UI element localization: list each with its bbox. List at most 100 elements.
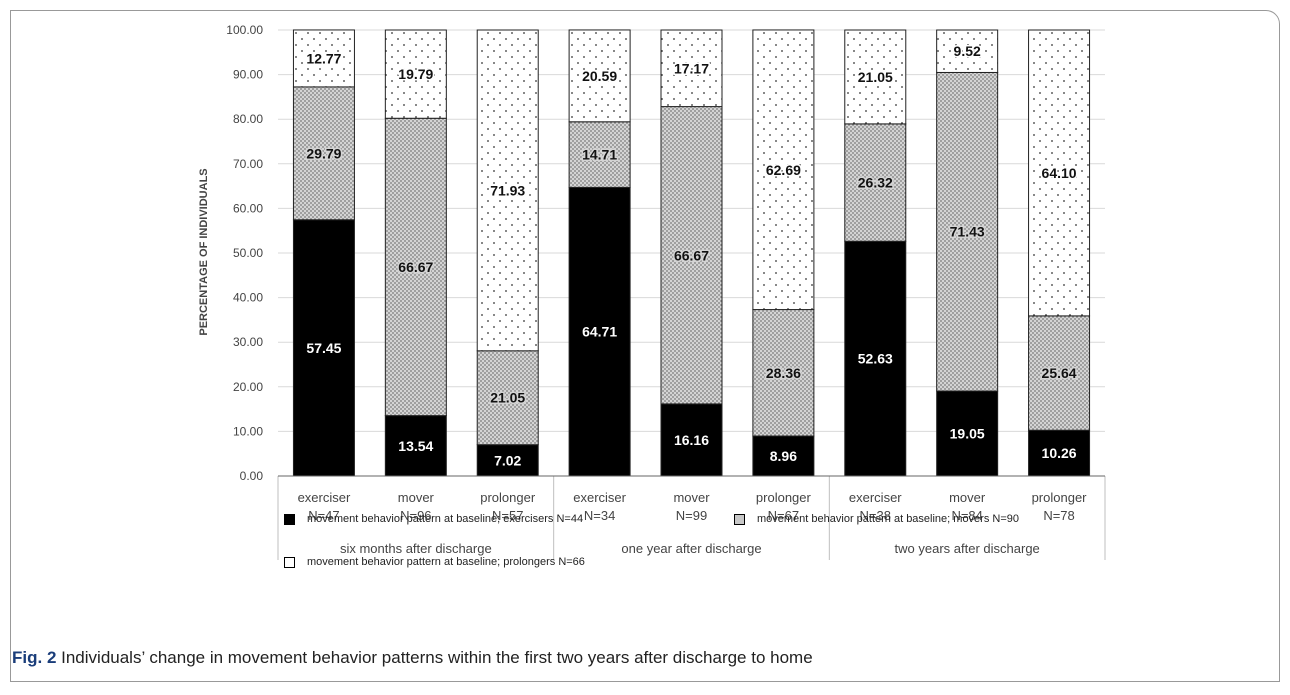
figure-frame [10, 10, 1280, 682]
bar-segment [1028, 429, 1091, 477]
bars: 57.45 29.79 12.77 13.54 66.67 19.79 7.02 21.05 7… [292, 29, 1091, 477]
bar-segment [476, 29, 539, 352]
bar-segment [844, 240, 907, 477]
bar-segment [476, 444, 539, 477]
data-label: 71.43 [950, 224, 985, 240]
figure-caption: Fig. 2 Individuals’ change in movement b… [12, 648, 813, 668]
x-category-n: N=84 [951, 508, 982, 523]
data-label: 14.71 [582, 147, 617, 163]
bar-segment [660, 29, 723, 108]
legend-label: movement behavior pattern at baseline; m… [757, 513, 1020, 525]
data-label: 13.54 [398, 438, 433, 454]
bar-segment [476, 350, 539, 446]
bar-segment [292, 219, 355, 477]
figure-label: Fig. 2 [12, 648, 57, 667]
legend-item-prolongers: movement behavior pattern at baseline; p… [284, 556, 585, 568]
y-tick-label: 90.00 [233, 68, 263, 82]
data-label: 21.05 [858, 69, 893, 85]
x-category-label: prolonger [756, 490, 812, 505]
x-category-n: N=57 [492, 508, 523, 523]
data-label: 7.02 [494, 452, 521, 468]
x-category-n: N=78 [1043, 508, 1074, 523]
bar-segment [384, 415, 447, 477]
x-axis: exerciser N=47 mover N=96 prolonger N=57 exerc… [277, 475, 1106, 560]
bar-segment [844, 123, 907, 242]
x-category-label: exerciser [849, 490, 902, 505]
caption-text: Individuals’ change in movement behavior… [56, 648, 813, 667]
bar-segment [1028, 29, 1091, 317]
legend-label: movement behavior pattern at baseline; e… [307, 513, 584, 525]
data-label: 12.77 [306, 50, 341, 66]
x-category-label: exerciser [298, 490, 351, 505]
data-label: 57.45 [306, 340, 341, 356]
bar-segment [752, 29, 815, 311]
bar-segment [844, 29, 907, 125]
bar-segment [936, 29, 999, 73]
x-category-n: N=47 [308, 508, 339, 523]
data-label: 17.17 [674, 60, 709, 76]
data-label: 28.36 [766, 365, 801, 381]
x-group-label: one year after discharge [621, 541, 761, 556]
y-tick-label: 100.00 [226, 23, 263, 37]
bar-segment [936, 71, 999, 392]
y-tick-label: 80.00 [233, 112, 263, 126]
bar-segment [384, 29, 447, 119]
legend-swatch-solid [284, 513, 295, 525]
x-group-label: six months after discharge [340, 541, 492, 556]
x-category-label: mover [673, 490, 710, 505]
legend-item-movers: movement behavior pattern at baseline; m… [734, 513, 1019, 525]
bar-segment [568, 186, 631, 477]
bar-segment [292, 86, 355, 221]
stacked-bar-chart: 0.00 10.00 20.00 30.00 40.00 50.00 60.00 70.00 8… [198, 23, 1106, 560]
data-label: 66.67 [674, 247, 709, 263]
data-label: 16.16 [674, 432, 709, 448]
x-category-n: N=96 [400, 508, 431, 523]
bar-segment [568, 121, 631, 188]
data-label: 62.69 [766, 162, 801, 178]
y-tick-label: 30.00 [233, 335, 263, 349]
data-label: 64.71 [582, 324, 617, 340]
bar-segment [752, 435, 815, 477]
data-label: 21.05 [490, 390, 525, 406]
data-label: 19.05 [950, 426, 985, 442]
x-group-label: two years after discharge [895, 541, 1040, 556]
x-category-label: prolonger [1032, 490, 1088, 505]
x-category-n: N=34 [584, 508, 615, 523]
data-label: 19.79 [398, 66, 433, 82]
x-category-label: mover [398, 490, 435, 505]
x-category-n: N=67 [768, 508, 799, 523]
x-category-label: exerciser [573, 490, 626, 505]
x-category-n: N=38 [860, 508, 891, 523]
y-axis: 0.00 10.00 20.00 30.00 40.00 50.00 60.00 70.00 8… [226, 23, 263, 483]
y-tick-label: 60.00 [233, 201, 263, 215]
x-category-label: prolonger [480, 490, 536, 505]
y-tick-label: 20.00 [233, 380, 263, 394]
x-category-n: N=99 [676, 508, 707, 523]
y-axis-label: PERCENTAGE OF INDIVIDUALS [198, 168, 210, 335]
y-tick-label: 70.00 [233, 157, 263, 171]
data-label: 52.63 [858, 351, 893, 367]
y-tick-label: 10.00 [233, 424, 263, 438]
legend-item-exercisers: movement behavior pattern at baseline; e… [284, 513, 583, 525]
bar-segment [752, 309, 815, 437]
bar-segment [660, 106, 723, 405]
data-label: 9.52 [954, 43, 981, 59]
data-label: 29.79 [306, 145, 341, 161]
y-tick-label: 40.00 [233, 291, 263, 305]
data-label: 25.64 [1042, 365, 1077, 381]
bar-segment [568, 29, 631, 123]
bar-segment [384, 117, 447, 417]
y-tick-label: 50.00 [233, 246, 263, 260]
x-category-label: mover [949, 490, 986, 505]
bar-segment [1028, 315, 1091, 431]
legend-swatch-sparse-dots [284, 556, 295, 568]
bar-segment [292, 29, 355, 88]
bar-segment [936, 390, 999, 477]
legend-label: movement behavior pattern at baseline; p… [307, 556, 585, 568]
data-label: 66.67 [398, 259, 433, 275]
data-label: 64.10 [1042, 165, 1077, 181]
y-tick-label: 0.00 [240, 469, 264, 483]
data-label: 71.93 [490, 182, 525, 198]
data-label: 20.59 [582, 68, 617, 84]
data-label: 26.32 [858, 175, 893, 191]
